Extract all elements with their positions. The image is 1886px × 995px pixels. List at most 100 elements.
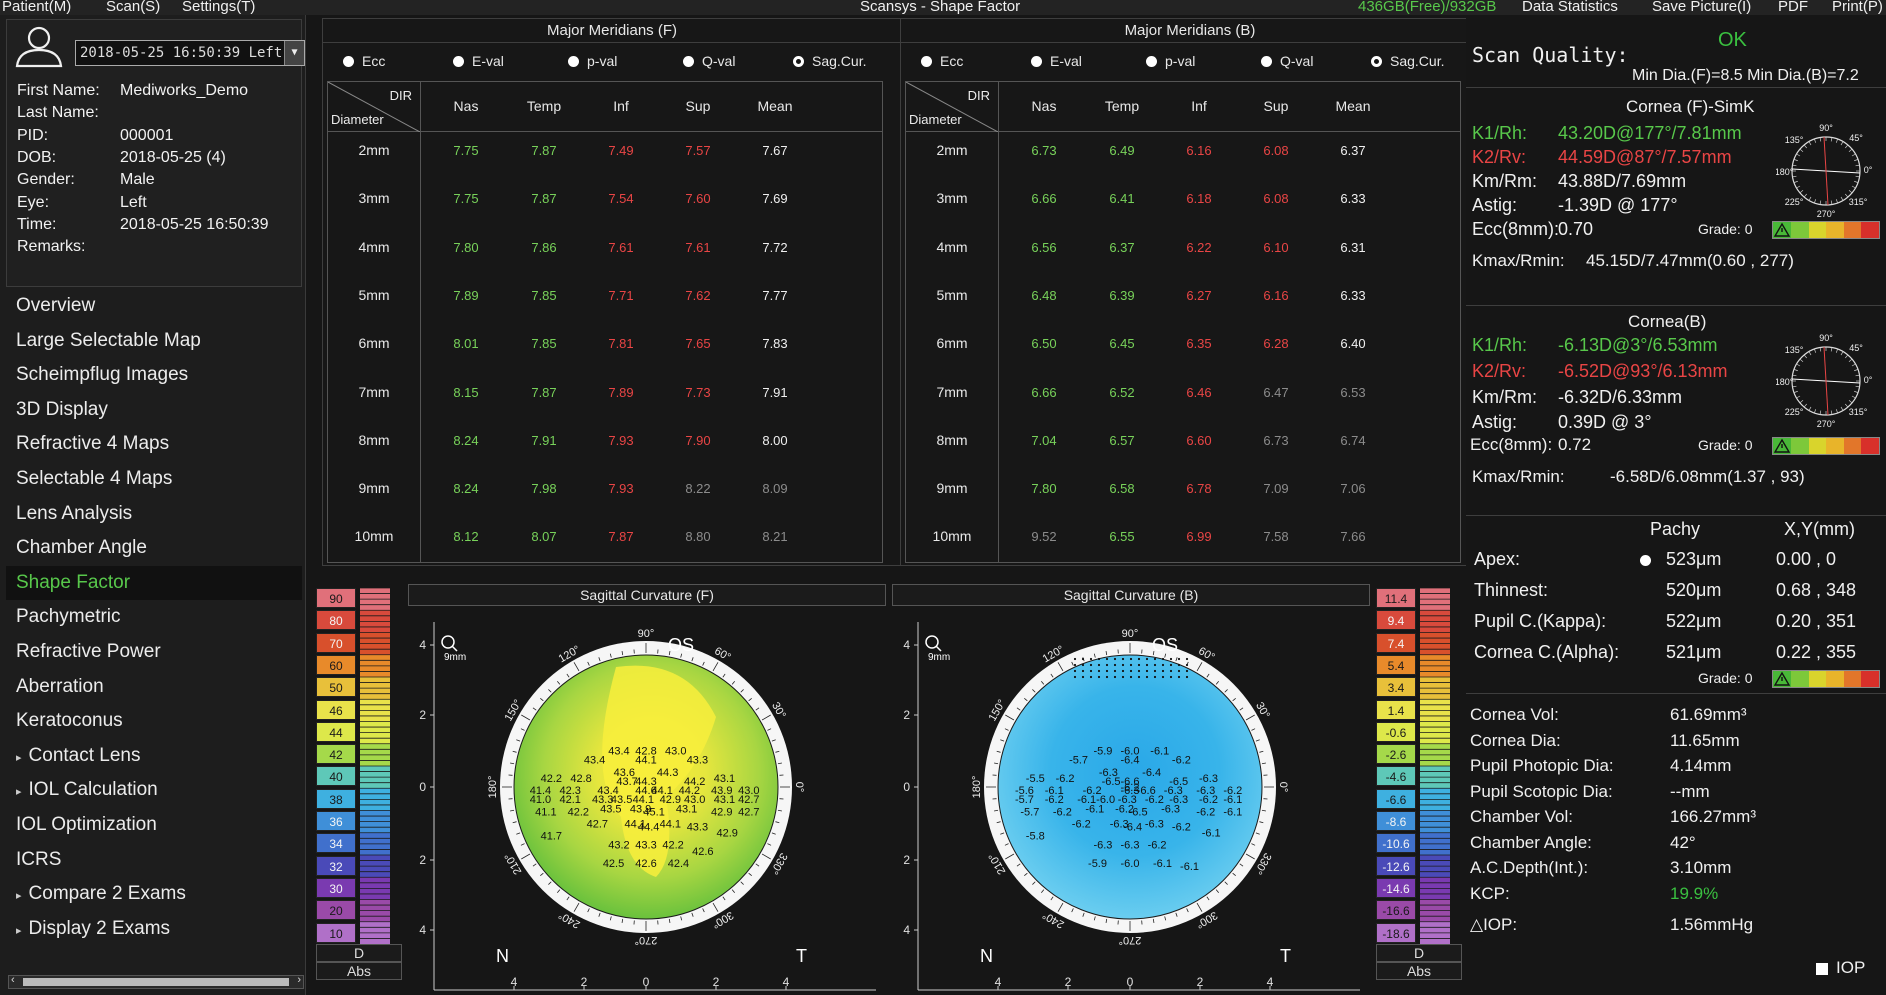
radio-indicator-icon[interactable] [343, 56, 354, 67]
radio-e-val[interactable]: E-val [1031, 53, 1082, 69]
map-value: -5.9 [1088, 858, 1107, 870]
scroll-left-icon[interactable]: ‹ [11, 974, 15, 986]
scale-swatch: 20 [316, 900, 356, 921]
radio-indicator-icon[interactable] [793, 56, 804, 67]
chevron-down-icon[interactable]: ▼ [284, 41, 304, 65]
nav-item-selectable-4-maps[interactable]: Selectable 4 Maps [6, 462, 302, 497]
radio-p-val[interactable]: p-val [1146, 53, 1195, 69]
stat-value: 61.69mm³ [1670, 705, 1747, 724]
menu-patient[interactable]: Patient(M) [2, 0, 72, 15]
nav-item-iol-optimization[interactable]: IOL Optimization [6, 808, 302, 843]
no-data-dot [1121, 663, 1125, 667]
map-value: -6.4 [1142, 767, 1161, 779]
expand-arrow-icon[interactable]: ▸ [16, 786, 22, 799]
nav-item-large-selectable-map[interactable]: Large Selectable Map [6, 324, 302, 359]
radio-indicator-icon[interactable] [453, 56, 464, 67]
scroll-right-icon[interactable]: › [297, 974, 301, 986]
nav-item-lens-analysis[interactable]: Lens Analysis [6, 497, 302, 532]
radio-indicator-icon[interactable] [1371, 56, 1382, 67]
horizontal-scrollbar[interactable]: ‹ › [8, 974, 304, 989]
radio-indicator-icon[interactable] [1261, 56, 1272, 67]
expand-arrow-icon[interactable]: ▸ [16, 890, 22, 903]
scrollbar-thumb[interactable] [23, 978, 289, 986]
kmax-value: 45.15D/7.47mm(0.60 , 277) [1586, 251, 1794, 270]
radio-indicator-icon[interactable] [683, 56, 694, 67]
patient-field-value: Left [120, 193, 147, 211]
map-value: 42.9 [716, 828, 737, 840]
nav-item-overview[interactable]: Overview [6, 289, 302, 324]
grade-bar [1772, 437, 1880, 455]
radio-p-val[interactable]: p-val [568, 53, 617, 69]
no-data-dot [1169, 669, 1173, 673]
kmax-label: Kmax/Rmin: [1472, 251, 1565, 270]
nav-item-refractive-4-maps[interactable]: Refractive 4 Maps [6, 427, 302, 462]
map-axes: 4 2 0 2 4 4 2 0 2 4 [419, 622, 876, 991]
map-disc[interactable] [997, 654, 1263, 920]
map-value: 43.4 [584, 755, 605, 767]
map-value: -6.2 [1115, 803, 1134, 815]
table-cell: 7.65 [685, 336, 711, 352]
scale-swatch: 38 [316, 788, 356, 809]
scale-swatch: 80 [316, 610, 356, 631]
exam-select[interactable]: 2018-05-25 16:50:39 Left ▼ [75, 40, 305, 66]
save-picture-button[interactable]: Save Picture(I) [1652, 0, 1752, 15]
table-cell: 7.69 [762, 191, 788, 207]
zoom-icon[interactable] [441, 635, 455, 649]
scale-swatch: -4.6 [1376, 766, 1416, 787]
zoom-icon[interactable] [925, 635, 939, 649]
map-value: 42.8 [635, 746, 656, 758]
color-scale-back[interactable]: 11.4 9.4 7.4 5.4 3.4 1.4 -0.6 -2.6 -4.6 -6.6 -8.6-… [1376, 586, 1462, 982]
nav-item-icrs[interactable]: ICRS [6, 843, 302, 878]
radio-ecc[interactable]: Ecc [921, 53, 963, 69]
radio-indicator-icon[interactable] [921, 56, 932, 67]
pachy-row-label: Apex: [1474, 549, 1521, 569]
table-cell: 6.22 [1186, 239, 1212, 255]
grade-segment [1791, 671, 1809, 687]
radio-indicator-icon[interactable] [1146, 56, 1157, 67]
iop-checkbox[interactable] [1816, 963, 1828, 975]
nav-item-chamber-angle[interactable]: Chamber Angle [6, 531, 302, 566]
nav-item-contact-lens[interactable]: ▸ Contact Lens [6, 739, 302, 774]
nav-item-pachymetric[interactable]: Pachymetric [6, 600, 302, 635]
nav-item-display-2-exams[interactable]: ▸ Display 2 Exams [6, 912, 302, 947]
stat-label: Cornea Dia: [1470, 730, 1561, 750]
no-data-dot [1081, 663, 1085, 667]
no-data-dot [1105, 663, 1109, 667]
radio-q-val[interactable]: Q-val [1261, 53, 1313, 69]
grade-segment [1843, 671, 1862, 687]
panel-title: Major Meridians (F) [323, 19, 901, 43]
data-statistics-button[interactable]: Data Statistics [1522, 0, 1618, 15]
nav-item-keratoconus[interactable]: Keratoconus [6, 704, 302, 739]
nav-item-aberration[interactable]: Aberration [6, 670, 302, 705]
expand-arrow-icon[interactable]: ▸ [16, 924, 22, 937]
radio-sag-cur-[interactable]: Sag.Cur. [793, 53, 866, 69]
nav-item-refractive-power[interactable]: Refractive Power [6, 635, 302, 670]
map-value: -6.3 [1164, 785, 1183, 797]
nav-item-iol-calculation[interactable]: ▸ IOL Calculation [6, 773, 302, 808]
grade-label: Grade: 0 [1698, 437, 1753, 453]
menu-settings[interactable]: Settings(T) [182, 0, 256, 15]
radio-sag-cur-[interactable]: Sag.Cur. [1371, 53, 1444, 69]
scale-swatch: -2.6 [1376, 744, 1416, 765]
scale-mode-button[interactable]: Abs [316, 962, 402, 980]
expand-arrow-icon[interactable]: ▸ [16, 751, 22, 764]
menu-scan[interactable]: Scan(S) [106, 0, 161, 15]
nav-item-3d-display[interactable]: 3D Display [6, 393, 302, 428]
pdf-button[interactable]: PDF [1778, 0, 1808, 15]
axis-compass: 90° 45° 135° 180° 0° 225° 270° 315° [1776, 123, 1873, 219]
radio-indicator-icon[interactable] [568, 56, 579, 67]
panel-title: Major Meridians (B) [901, 19, 1479, 43]
radio-indicator-icon[interactable] [1031, 56, 1042, 67]
nav-item-compare-2-exams[interactable]: ▸ Compare 2 Exams [6, 877, 302, 912]
nav-item-scheimpflug-images[interactable]: Scheimpflug Images [6, 358, 302, 393]
print-button[interactable]: Print(P) [1832, 0, 1883, 15]
radio-e-val[interactable]: E-val [453, 53, 504, 69]
color-scale-front[interactable]: 90 80 70 60 50 46 44 42 40 38 36 34 32 30 20 10 D Abs [316, 586, 402, 982]
table-cell: 6.49 [1109, 143, 1135, 158]
radio-q-val[interactable]: Q-val [683, 53, 735, 69]
radio-ecc[interactable]: Ecc [343, 53, 385, 69]
scale-mode-button[interactable]: Abs [1376, 962, 1462, 980]
nav-item-shape-factor[interactable]: Shape Factor [6, 565, 302, 601]
